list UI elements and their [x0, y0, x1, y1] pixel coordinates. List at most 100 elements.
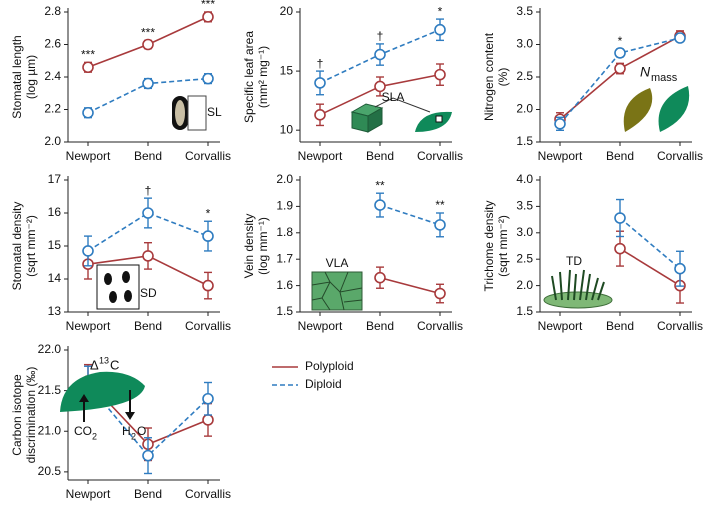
- y-tick-label: 22.0: [38, 342, 62, 356]
- y-axis-label: Stomatal density: [10, 202, 24, 291]
- y-tick-label: 1.6: [276, 278, 293, 292]
- icon-td: TD: [543, 254, 613, 309]
- series-line: [379, 276, 441, 295]
- significance: **: [435, 198, 445, 212]
- series-line: [87, 212, 209, 252]
- legend-label: Diploid: [305, 377, 342, 391]
- y-tick-label: 2.6: [44, 37, 61, 51]
- series-line: [87, 383, 209, 457]
- significance: ***: [141, 26, 155, 40]
- panel: 2.0 2.2 2.4 2.6 2.8 Newport Bend Corvallis Stoma…: [10, 0, 231, 163]
- y-tick-label: 2.2: [44, 102, 61, 116]
- y-tick-label: 2.8: [44, 4, 61, 18]
- icon-label: H: [122, 424, 131, 438]
- x-tick-label: Newport: [538, 149, 583, 163]
- y-tick-label: 21.5: [38, 383, 62, 397]
- x-tick-label: Corvallis: [185, 149, 231, 163]
- icon-label: TD: [566, 254, 582, 268]
- point: [82, 245, 94, 257]
- y-tick-label: 4.0: [516, 172, 533, 186]
- point: [202, 279, 214, 292]
- y-tick-label: 2.0: [516, 102, 533, 116]
- point: [374, 199, 386, 211]
- x-tick-label: Newport: [66, 487, 111, 501]
- point: [434, 219, 446, 231]
- point: [82, 106, 94, 119]
- icon-label: 13: [99, 355, 109, 365]
- y-axis-label: Specific leaf area: [242, 31, 256, 123]
- y-axis-label: (mm² mg⁻¹): [256, 46, 270, 108]
- y-tick-label: 13: [48, 304, 62, 318]
- y-axis-label: (%): [496, 68, 510, 87]
- point: [202, 392, 214, 405]
- y-tick-label: 3.0: [516, 225, 533, 239]
- x-tick-label: Bend: [366, 319, 394, 333]
- x-tick-label: Bend: [606, 319, 634, 333]
- x-tick-label: Corvallis: [657, 149, 703, 163]
- series-line: [379, 204, 441, 226]
- y-tick-label: 2.0: [44, 134, 61, 148]
- point: [674, 32, 686, 44]
- x-tick-label: Bend: [366, 149, 394, 163]
- x-tick-label: Newport: [66, 319, 111, 333]
- y-tick-label: 1.8: [276, 225, 293, 239]
- x-tick-label: Newport: [298, 319, 343, 333]
- y-tick-label: 1.7: [276, 251, 293, 265]
- icon-label: 2: [131, 431, 136, 441]
- point: [142, 77, 154, 90]
- panel: 20.5 21.0 21.5 22.0 Newport Bend Corvallis Carb…: [10, 342, 231, 501]
- icon-label: SL: [207, 105, 222, 119]
- icon-d13c: Δ 13 C CO 2 H 2 O: [60, 355, 146, 441]
- y-axis-label: Nitrogen content: [482, 32, 496, 121]
- significance: †: [145, 183, 152, 197]
- point: [142, 38, 154, 51]
- point: [142, 207, 154, 219]
- y-axis-label: Trichome density: [482, 201, 496, 292]
- y-axis-label: Carbon isotope: [10, 374, 24, 456]
- icon-label: SD: [140, 286, 157, 300]
- x-tick-label: Bend: [134, 319, 162, 333]
- point: [314, 109, 326, 121]
- y-axis-label: (sqrt mm⁻²): [496, 215, 510, 277]
- x-tick-label: Corvallis: [185, 487, 231, 501]
- y-tick-label: 1.5: [276, 304, 293, 318]
- point: [614, 62, 626, 75]
- y-axis-label: Vein density: [242, 214, 256, 279]
- x-tick-label: Newport: [298, 149, 343, 163]
- y-tick-label: 1.5: [516, 134, 533, 148]
- significance: **: [375, 178, 385, 192]
- significance: ***: [81, 48, 95, 62]
- icon-label: SLA: [382, 90, 405, 104]
- point: [614, 242, 626, 255]
- y-tick-label: 10: [280, 122, 294, 136]
- y-tick-label: 3.5: [516, 199, 533, 213]
- legend: Polyploid Diploid: [272, 359, 354, 391]
- point: [142, 449, 154, 462]
- icon-label: C: [110, 357, 119, 372]
- icon-nitrogen: N mass: [623, 64, 690, 132]
- y-axis-label: (log µm): [24, 55, 38, 99]
- y-tick-label: 3.0: [516, 37, 533, 51]
- x-tick-label: Corvallis: [417, 149, 463, 163]
- y-axis-label: discrimination (‰): [24, 367, 38, 464]
- significance: †: [317, 56, 324, 70]
- point: [434, 23, 446, 36]
- significance: †: [377, 29, 384, 43]
- x-tick-label: Bend: [606, 149, 634, 163]
- x-tick-label: Corvallis: [185, 319, 231, 333]
- icon-label: mass: [651, 72, 678, 84]
- x-tick-label: Newport: [538, 319, 583, 333]
- icon-label: Δ: [90, 357, 99, 372]
- icon-label: O: [137, 424, 146, 438]
- point: [554, 118, 566, 130]
- point: [142, 250, 154, 262]
- point: [82, 61, 94, 74]
- point: [314, 77, 326, 89]
- y-tick-label: 15: [48, 238, 62, 252]
- icon-label: N: [640, 64, 651, 80]
- icon-vla: VLA: [311, 256, 363, 311]
- y-tick-label: 2.0: [276, 172, 293, 186]
- point: [374, 271, 386, 284]
- series-line: [619, 217, 681, 270]
- y-tick-label: 20.5: [38, 464, 62, 478]
